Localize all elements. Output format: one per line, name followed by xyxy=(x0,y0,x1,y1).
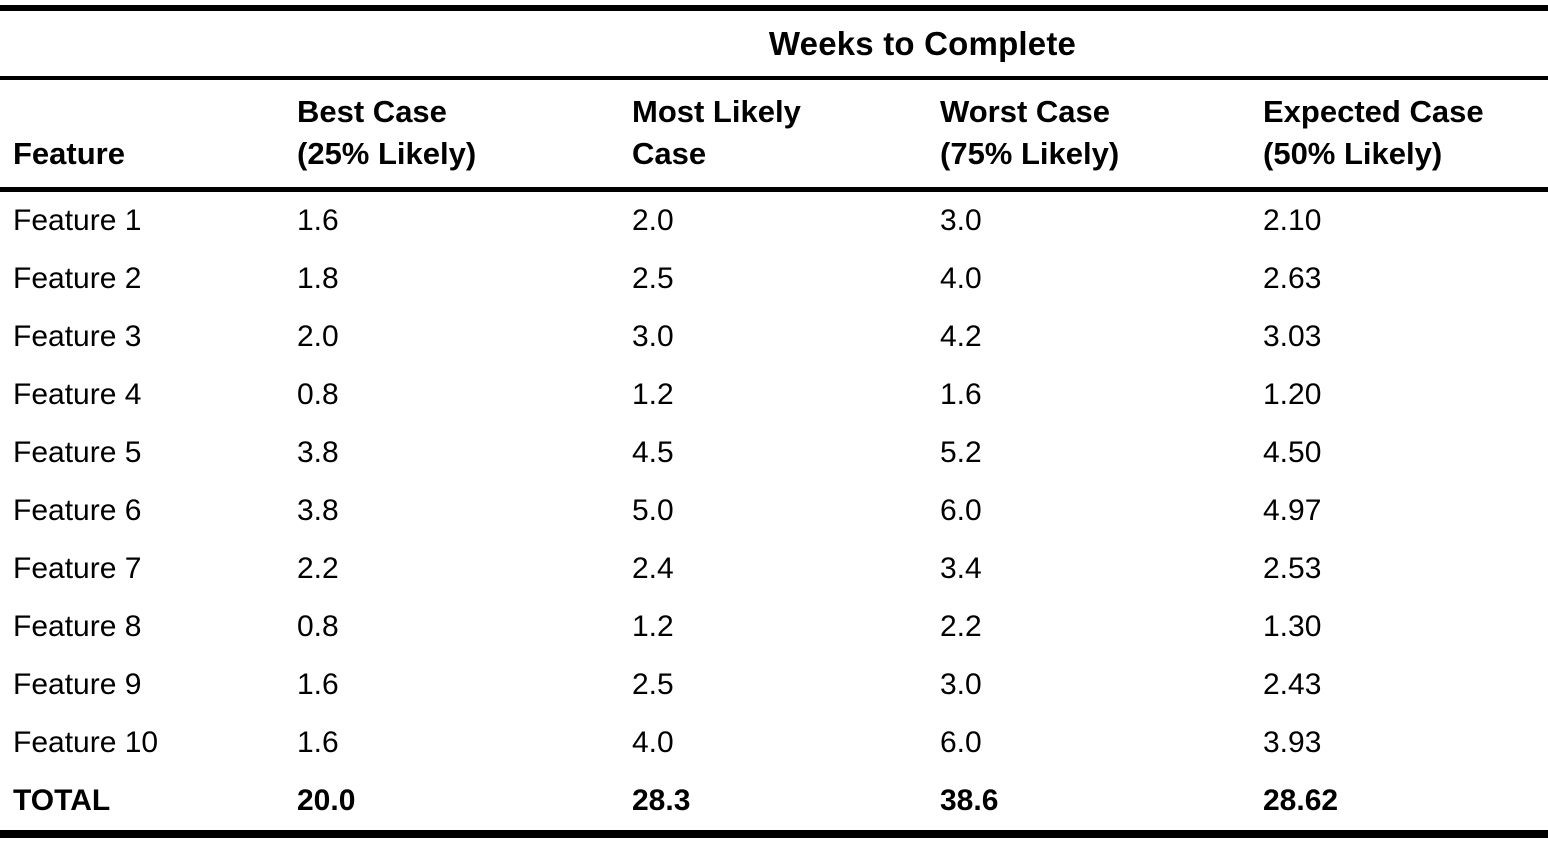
most-likely-column-header: Most Likely Case xyxy=(632,91,940,175)
expected-case-cell: 4.50 xyxy=(1263,436,1322,469)
title-divider-rule xyxy=(0,76,1548,80)
most-likely-cell: 4.5 xyxy=(632,436,674,469)
best-case-cell: 0.8 xyxy=(297,378,339,411)
feature-cell: Feature 9 xyxy=(13,668,142,701)
best-case-cell: 0.8 xyxy=(297,610,339,643)
worst-case-cell: 6.0 xyxy=(940,494,982,527)
table-row: Feature 4 0.8 1.2 1.6 1.20 xyxy=(0,366,1548,424)
expected-case-column-header: Expected Case (50% Likely) xyxy=(1263,91,1548,175)
worst-case-cell: 3.4 xyxy=(940,552,982,585)
table-row: Feature 9 1.6 2.5 3.0 2.43 xyxy=(0,656,1548,714)
most-likely-cell: 5.0 xyxy=(632,494,674,527)
total-expected-case-cell: 28.62 xyxy=(1263,784,1339,817)
most-likely-cell: 4.0 xyxy=(632,726,674,759)
worst-case-header-line2: (75% Likely) xyxy=(940,136,1120,171)
column-header-row: Feature Best Case (25% Likely) Most Like… xyxy=(0,80,1548,187)
total-label-cell: TOTAL xyxy=(13,784,111,817)
best-case-header-line2: (25% Likely) xyxy=(297,136,477,171)
feature-cell: Feature 8 xyxy=(13,610,142,643)
feature-cell: Feature 5 xyxy=(13,436,142,469)
table-row: Feature 2 1.8 2.5 4.0 2.63 xyxy=(0,250,1548,308)
best-case-cell: 1.6 xyxy=(297,726,339,759)
worst-case-cell: 4.2 xyxy=(940,320,982,353)
best-case-column-header: Best Case (25% Likely) xyxy=(297,91,632,175)
worst-case-cell: 4.0 xyxy=(940,262,982,295)
feature-cell: Feature 7 xyxy=(13,552,142,585)
feature-cell: Feature 6 xyxy=(13,494,142,527)
best-case-cell: 3.8 xyxy=(297,494,339,527)
worst-case-cell: 5.2 xyxy=(940,436,982,469)
most-likely-cell: 2.5 xyxy=(632,668,674,701)
worst-case-cell: 2.2 xyxy=(940,610,982,643)
table-row: Feature 1 1.6 2.0 3.0 2.10 xyxy=(0,192,1548,250)
most-likely-header-line1: Most Likely xyxy=(632,94,801,129)
total-worst-case-cell: 38.6 xyxy=(940,784,999,817)
expected-case-cell: 2.10 xyxy=(1263,204,1322,237)
total-most-likely-cell: 28.3 xyxy=(632,784,691,817)
expected-case-header-line1: Expected Case xyxy=(1263,94,1484,129)
most-likely-cell: 2.5 xyxy=(632,262,674,295)
worst-case-cell: 3.0 xyxy=(940,204,982,237)
best-case-cell: 1.6 xyxy=(297,668,339,701)
expected-case-cell: 2.63 xyxy=(1263,262,1322,295)
top-rule xyxy=(0,5,1548,11)
best-case-cell: 1.8 xyxy=(297,262,339,295)
feature-cell: Feature 10 xyxy=(13,726,159,759)
expected-case-cell: 4.97 xyxy=(1263,494,1322,527)
feature-column-header-label: Feature xyxy=(13,136,125,171)
total-best-case-cell: 20.0 xyxy=(297,784,356,817)
feature-cell: Feature 4 xyxy=(13,378,142,411)
expected-case-cell: 1.20 xyxy=(1263,378,1322,411)
table-row: Feature 6 3.8 5.0 6.0 4.97 xyxy=(0,482,1548,540)
best-case-cell: 1.6 xyxy=(297,204,339,237)
most-likely-cell: 3.0 xyxy=(632,320,674,353)
total-row: TOTAL 20.0 28.3 38.6 28.62 xyxy=(0,772,1548,830)
worst-case-header-line1: Worst Case xyxy=(940,94,1110,129)
most-likely-cell: 2.0 xyxy=(632,204,674,237)
best-case-header-line1: Best Case xyxy=(297,94,447,129)
table-title: Weeks to Complete xyxy=(768,24,1077,62)
header-divider-rule xyxy=(0,187,1548,192)
best-case-cell: 2.0 xyxy=(297,320,339,353)
feature-cell: Feature 2 xyxy=(13,262,142,295)
expected-case-cell: 1.30 xyxy=(1263,610,1322,643)
feature-column-header: Feature xyxy=(0,133,297,175)
bottom-rule xyxy=(0,830,1548,838)
table-row: Feature 7 2.2 2.4 3.4 2.53 xyxy=(0,540,1548,598)
most-likely-cell: 2.4 xyxy=(632,552,674,585)
feature-cell: Feature 3 xyxy=(13,320,142,353)
table-row: Feature 5 3.8 4.5 5.2 4.50 xyxy=(0,424,1548,482)
best-case-cell: 3.8 xyxy=(297,436,339,469)
table-row: Feature 3 2.0 3.0 4.2 3.03 xyxy=(0,308,1548,366)
worst-case-cell: 1.6 xyxy=(940,378,982,411)
worst-case-cell: 3.0 xyxy=(940,668,982,701)
feature-cell: Feature 1 xyxy=(13,204,142,237)
table-row: Feature 10 1.6 4.0 6.0 3.93 xyxy=(0,714,1548,772)
expected-case-cell: 3.93 xyxy=(1263,726,1322,759)
expected-case-cell: 2.43 xyxy=(1263,668,1322,701)
table-row: Feature 8 0.8 1.2 2.2 1.30 xyxy=(0,598,1548,656)
most-likely-cell: 1.2 xyxy=(632,610,674,643)
expected-case-cell: 3.03 xyxy=(1263,320,1322,353)
best-case-cell: 2.2 xyxy=(297,552,339,585)
most-likely-header-line2: Case xyxy=(632,136,707,171)
worst-case-column-header: Worst Case (75% Likely) xyxy=(940,91,1263,175)
expected-case-cell: 2.53 xyxy=(1263,552,1322,585)
most-likely-cell: 1.2 xyxy=(632,378,674,411)
expected-case-header-line2: (50% Likely) xyxy=(1263,136,1443,171)
worst-case-cell: 6.0 xyxy=(940,726,982,759)
spanning-header-row: Weeks to Complete xyxy=(0,11,1548,76)
